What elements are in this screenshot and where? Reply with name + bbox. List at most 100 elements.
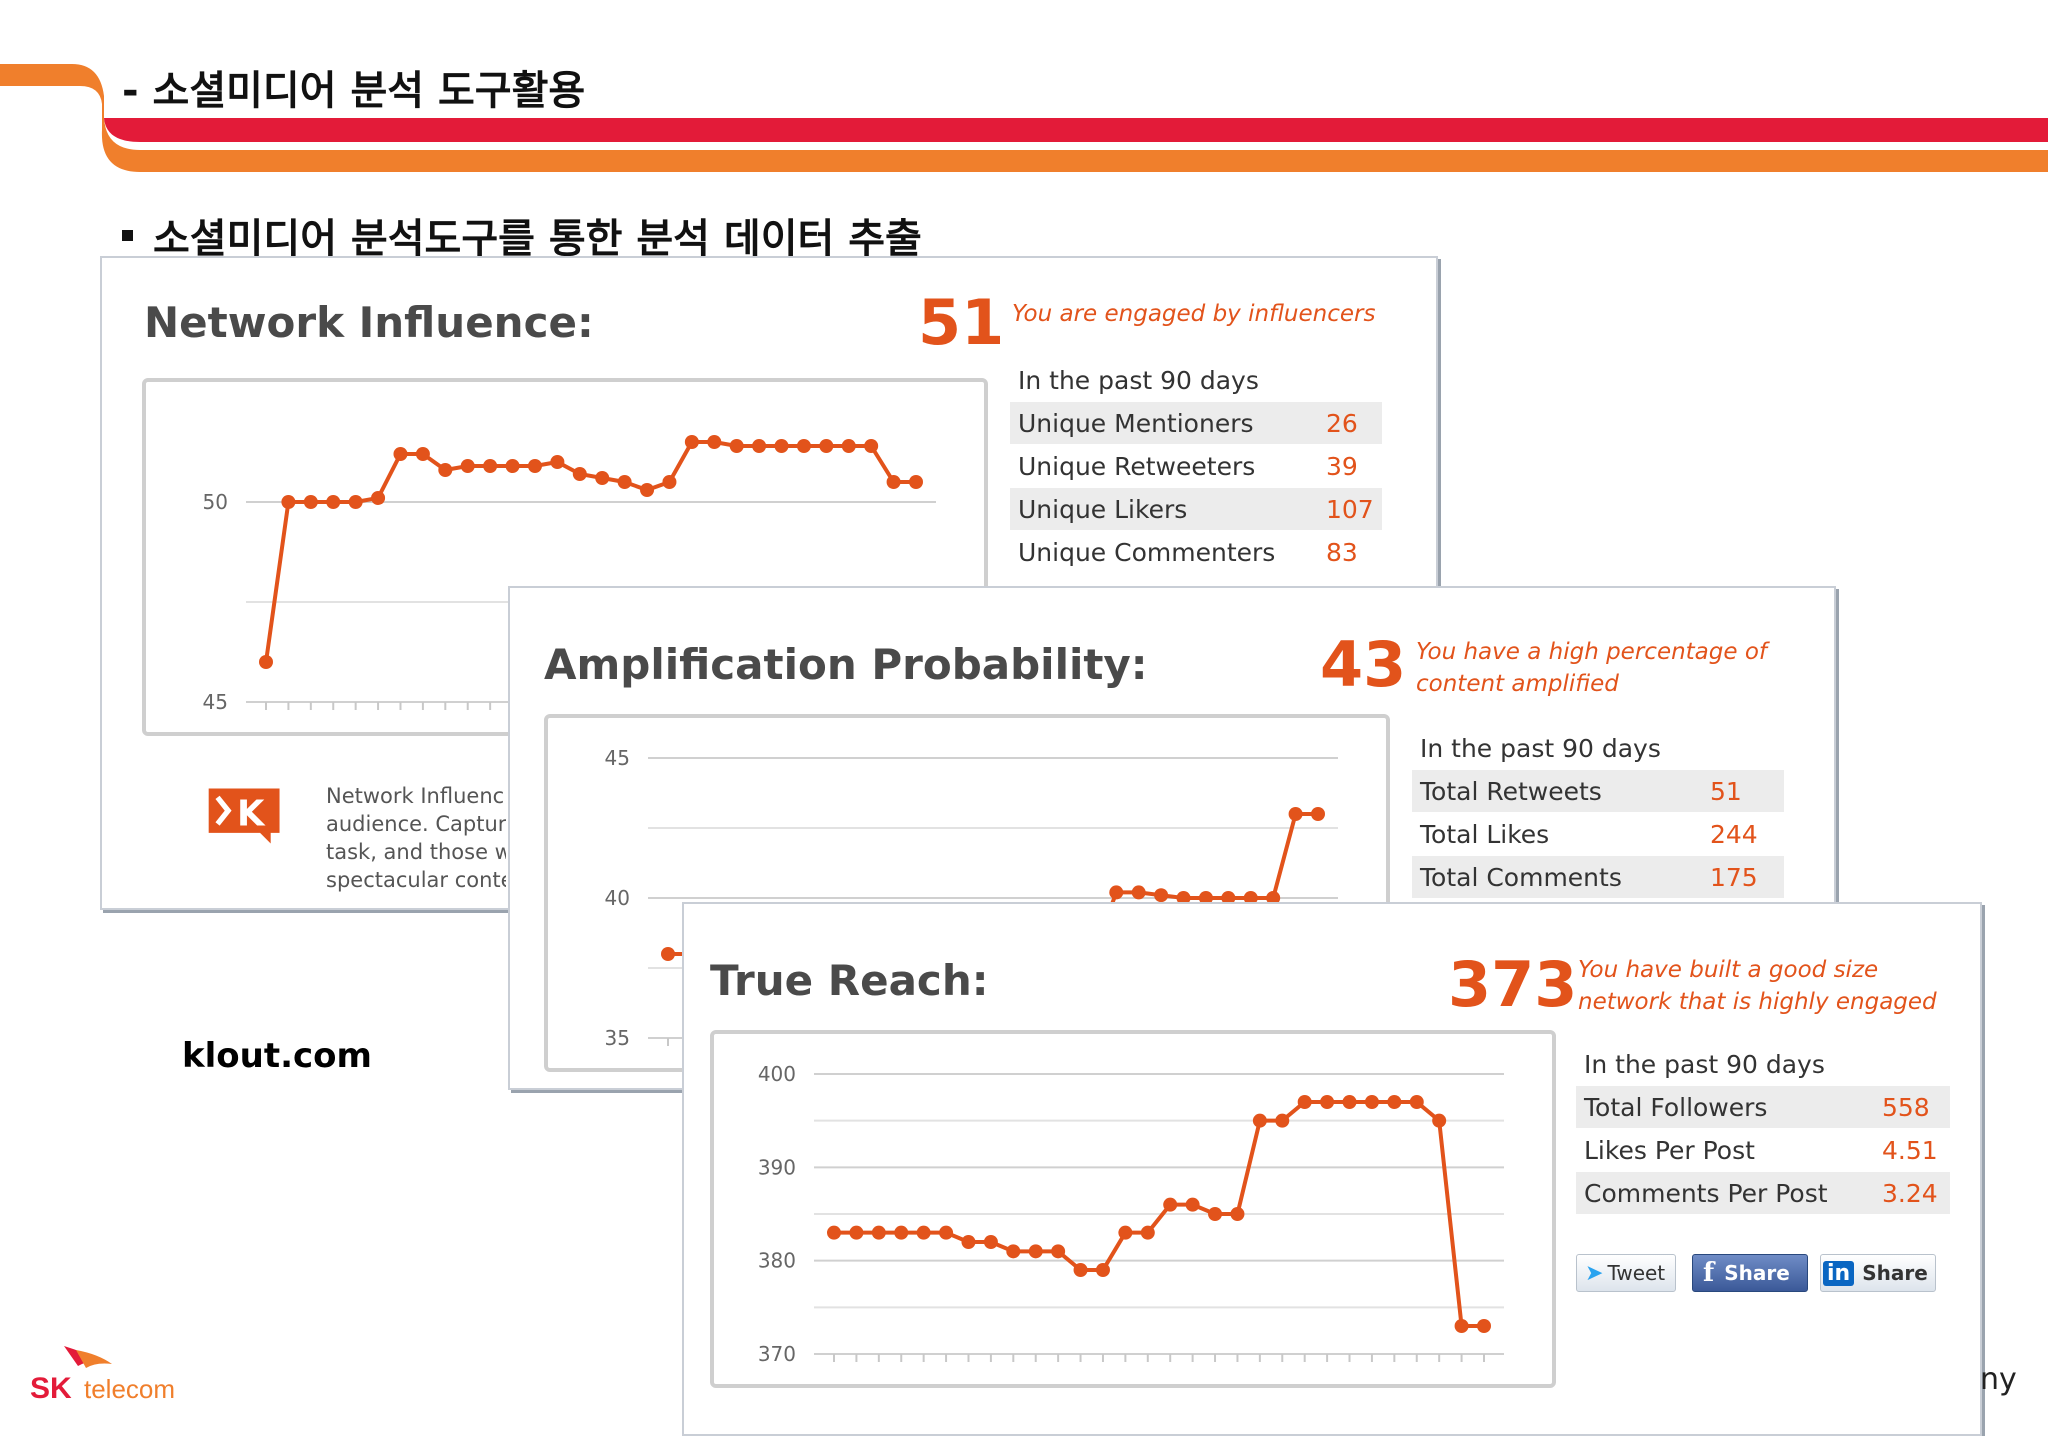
bullet-heading: 소셜미디어 분석도구를 통한 분석 데이터 추출: [122, 206, 922, 264]
tagline-line: You have built a good size: [1578, 957, 1879, 983]
stat-value: 107: [1326, 494, 1374, 524]
period-label: In the past 90 days: [1584, 1050, 1825, 1079]
description-line: spectacular conte: [326, 868, 506, 892]
klout-logo-icon: K: [208, 788, 280, 844]
data-point: [1432, 1113, 1447, 1128]
data-point: [661, 947, 675, 961]
tagline-line: content amplified: [1416, 671, 1619, 697]
data-point: [864, 439, 879, 453]
stat-label: Likes Per Post: [1584, 1135, 1755, 1165]
amplification-score: 43: [1320, 628, 1407, 701]
data-point: [916, 1225, 931, 1240]
data-point: [871, 1225, 886, 1240]
data-point: [1109, 885, 1124, 900]
stat-label: Total Comments: [1420, 862, 1622, 892]
linkedin-share-button[interactable]: in Share: [1820, 1254, 1936, 1292]
influence-chart-svg: 50 45: [203, 435, 936, 714]
data-point: [1320, 1095, 1335, 1109]
data-point: [281, 495, 296, 509]
stat-row: Likes Per Post 4.51: [1576, 1129, 1950, 1171]
stat-value: 175: [1710, 862, 1758, 892]
data-point: [371, 491, 386, 505]
tweet-button[interactable]: ➤ Tweet: [1576, 1254, 1676, 1292]
data-point: [1364, 1095, 1379, 1109]
data-point: [1140, 1225, 1155, 1240]
data-point: [774, 439, 789, 453]
data-point: [841, 439, 856, 453]
reach-chart: 400 390 380 370: [710, 1030, 1556, 1388]
data-point: [796, 439, 811, 453]
data-point: [438, 463, 453, 477]
data-point: [1342, 1095, 1357, 1109]
data-point: [326, 495, 341, 509]
data-point: [849, 1225, 864, 1240]
panel-title: True Reach:: [710, 956, 989, 1005]
data-point: [1028, 1244, 1043, 1259]
twitter-bird-icon: ➤: [1585, 1260, 1604, 1286]
data-point: [886, 475, 901, 489]
description-line: task, and those w: [326, 840, 506, 864]
description-line: audience. Captur: [326, 812, 506, 836]
data-point: [707, 435, 722, 449]
data-point: [961, 1235, 976, 1249]
data-point: [1477, 1319, 1491, 1333]
data-point: [894, 1225, 909, 1240]
corner-text: ny: [1980, 1362, 2017, 1397]
data-point: [819, 439, 834, 453]
data-point: [348, 495, 363, 509]
linkedin-icon: in: [1823, 1260, 1855, 1286]
stat-value: 26: [1326, 408, 1358, 438]
sk-telecom-logo: SK telecom: [30, 1346, 175, 1402]
data-point: [1095, 1263, 1110, 1277]
stat-row: Comments Per Post 3.24: [1576, 1172, 1950, 1214]
stat-label: Unique Likers: [1018, 494, 1188, 524]
stat-label: Unique Mentioners: [1018, 408, 1254, 438]
stat-label: Unique Commenters: [1018, 537, 1276, 567]
data-point: [684, 435, 699, 449]
panel-title: Amplification Probability:: [544, 640, 1148, 689]
data-point: [259, 655, 273, 669]
stat-value: 39: [1326, 451, 1358, 481]
data-point: [595, 471, 610, 485]
data-point: [1154, 888, 1169, 903]
data-point: [827, 1225, 841, 1240]
period-label: In the past 90 days: [1420, 734, 1661, 763]
data-point: [550, 455, 565, 469]
data-point: [1131, 885, 1146, 900]
site-label[interactable]: klout.com: [182, 1036, 372, 1076]
slide-title: - 소셜미디어 분석 도구활용: [122, 68, 586, 114]
data-point: [1006, 1244, 1021, 1259]
stat-label: Total Likes: [1420, 819, 1550, 849]
data-point: [303, 495, 318, 509]
y-tick-label: 40: [605, 886, 630, 910]
stat-row: Unique Retweeters 39: [1010, 445, 1382, 487]
influence-score: 51: [918, 286, 1005, 359]
stat-value: 4.51: [1882, 1135, 1938, 1165]
data-point: [640, 483, 655, 497]
svg-text:telecom: telecom: [84, 1374, 175, 1402]
facebook-share-label: Share: [1724, 1261, 1790, 1285]
stat-row: Total Likes 244: [1412, 813, 1784, 855]
data-point: [1163, 1197, 1178, 1212]
data-point: [617, 475, 632, 489]
tweet-label: Tweet: [1607, 1261, 1666, 1285]
reach-tagline: You have built a good size network that …: [1578, 954, 1937, 1018]
bullet-heading-text: 소셜미디어 분석도구를 통한 분석 데이터 추출: [153, 216, 922, 262]
facebook-icon: f: [1703, 1258, 1715, 1288]
data-point: [393, 447, 408, 461]
stat-label: Total Retweets: [1420, 776, 1602, 806]
data-point: [752, 439, 767, 453]
data-point: [483, 459, 498, 473]
header-band: [0, 64, 2048, 172]
data-point: [572, 467, 587, 481]
data-point: [1275, 1113, 1290, 1128]
data-point: [460, 459, 475, 473]
stat-row: Total Followers 558: [1576, 1086, 1950, 1128]
y-tick-label: 50: [203, 490, 228, 514]
facebook-share-button[interactable]: f Share: [1692, 1254, 1808, 1292]
stat-row: Total Comments 175: [1412, 856, 1784, 898]
data-point: [983, 1235, 998, 1249]
tagline-line: You have a high percentage of: [1416, 639, 1768, 665]
stat-value: 244: [1710, 819, 1758, 849]
data-point: [1243, 891, 1258, 905]
